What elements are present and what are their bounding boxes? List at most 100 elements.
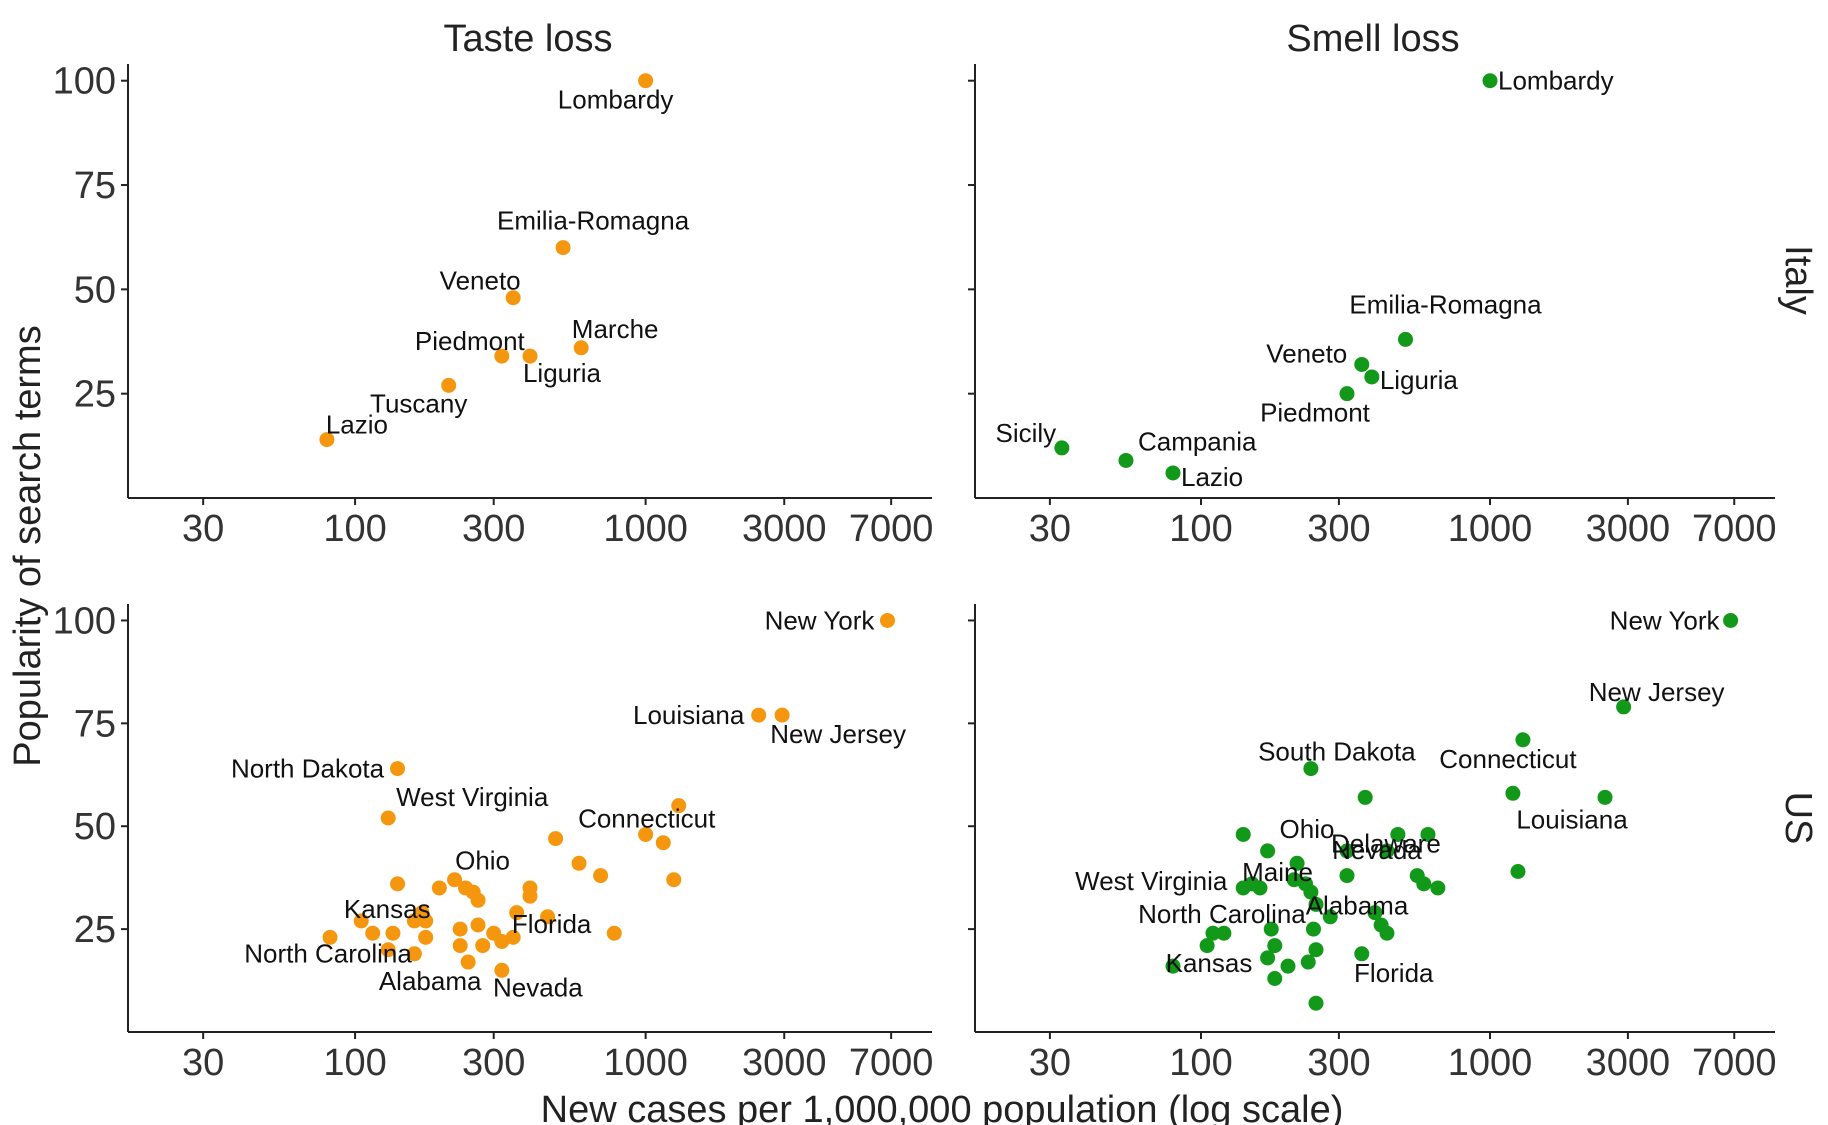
data-point — [638, 826, 654, 842]
point-label: Kansas — [344, 894, 431, 924]
point-label: Tuscany — [370, 388, 467, 418]
data-point — [365, 925, 381, 941]
point-label: North Dakota — [231, 754, 385, 784]
data-point — [774, 707, 790, 723]
data-point — [380, 810, 396, 826]
data-point — [322, 929, 338, 945]
data-point — [1339, 868, 1355, 884]
point-label: Lombardy — [558, 85, 674, 115]
data-point — [1300, 954, 1316, 970]
y-tick-label: 75 — [74, 165, 116, 207]
data-point — [1303, 761, 1319, 777]
data-point — [494, 962, 510, 978]
data-point — [494, 348, 510, 364]
x-tick-label: 3000 — [1586, 1042, 1671, 1084]
data-point — [1357, 789, 1373, 805]
data-point — [1597, 789, 1613, 805]
x-tick-label: 1000 — [1448, 508, 1533, 550]
y-tick-label: 25 — [74, 374, 116, 416]
data-point — [593, 868, 609, 884]
y-axis-title: Popularity of search terms — [7, 325, 49, 766]
point-label: Louisiana — [1516, 804, 1628, 834]
data-point — [418, 913, 434, 929]
data-point — [1216, 925, 1232, 941]
data-point — [1354, 946, 1370, 962]
data-point — [380, 942, 396, 958]
panel-smell-loss-us: 30 100 300 1000 3000 7000 New York New Jersey Co… — [968, 604, 1777, 1084]
data-point — [1354, 356, 1370, 372]
data-point — [1165, 958, 1181, 974]
point-label: Liguria — [523, 358, 602, 388]
point-label: Campania — [1138, 426, 1257, 456]
data-point — [431, 880, 447, 896]
data-point — [1397, 331, 1413, 347]
x-tick-label: 1000 — [1448, 1042, 1533, 1084]
data-point — [1054, 440, 1070, 456]
data-point — [522, 888, 538, 904]
data-point — [1482, 73, 1498, 89]
x-tick-label: 7000 — [1692, 1042, 1777, 1084]
x-tick-label: 3000 — [742, 508, 827, 550]
data-point — [1308, 942, 1324, 958]
data-point — [470, 917, 486, 933]
data-point — [540, 909, 556, 925]
data-point — [1305, 921, 1321, 937]
data-point — [1364, 369, 1380, 385]
data-point — [1267, 971, 1283, 986]
y-tick-label: 50 — [74, 269, 116, 311]
data-point — [1308, 995, 1324, 1011]
data-point — [671, 798, 687, 814]
point-label: Lazio — [326, 410, 388, 440]
y-tick-label: 50 — [74, 806, 116, 848]
point-label: Piedmont — [1260, 398, 1371, 428]
data-point — [573, 340, 589, 356]
data-point — [505, 290, 521, 306]
data-point — [638, 73, 654, 89]
x-tick-label: 100 — [323, 1042, 386, 1084]
x-tick-label: 7000 — [849, 508, 934, 550]
data-point — [1379, 925, 1395, 941]
panels: 30 100 300 1000 3000 7000 25 50 75 100 Lombardy Emi… — [53, 61, 1777, 1084]
data-point — [1510, 864, 1526, 879]
data-point — [452, 938, 468, 954]
panel-smell-loss-italy: 30 100 300 1000 3000 7000 Lombardy Emilia-Romag… — [968, 64, 1777, 550]
x-tick-label: 3000 — [742, 1042, 827, 1084]
data-point — [1322, 909, 1338, 925]
point-label: Ohio — [1280, 814, 1335, 844]
data-point — [1339, 386, 1355, 402]
point-label: Emilia-Romagna — [497, 206, 690, 236]
x-tick-label: 300 — [462, 1042, 525, 1084]
x-tick-label: 30 — [182, 508, 224, 550]
data-point — [406, 946, 422, 962]
facet-strip-us: US — [1777, 792, 1819, 845]
y-tick-label: 100 — [53, 61, 116, 103]
point-label: Maine — [1242, 857, 1313, 887]
point-label: Alabama — [1306, 891, 1409, 921]
data-point — [1367, 905, 1383, 921]
data-point — [441, 377, 457, 393]
y-tick-label: 25 — [74, 909, 116, 951]
data-point — [390, 761, 406, 777]
data-point — [879, 612, 895, 628]
data-point — [1515, 732, 1531, 748]
point-label: Alabama — [379, 966, 482, 996]
facet-strip-italy: Italy — [1777, 245, 1819, 315]
data-point — [522, 348, 538, 364]
data-point — [505, 929, 521, 945]
data-point — [1260, 843, 1276, 859]
x-tick-label: 300 — [1307, 508, 1370, 550]
point-label: Nevada — [1332, 835, 1422, 865]
data-point — [390, 876, 406, 892]
x-tick-label: 300 — [1307, 1042, 1370, 1084]
point-label: Lazio — [1181, 462, 1243, 492]
point-label: North Carolina — [1138, 899, 1306, 929]
data-point — [509, 905, 525, 921]
data-point — [1260, 950, 1276, 966]
data-point — [486, 925, 502, 941]
data-point — [406, 913, 422, 929]
x-tick-label: 300 — [462, 508, 525, 550]
point-label: Emilia-Romagna — [1349, 289, 1542, 319]
data-point — [1303, 884, 1319, 900]
data-point — [666, 872, 682, 888]
y-tick-label: 75 — [74, 703, 116, 745]
